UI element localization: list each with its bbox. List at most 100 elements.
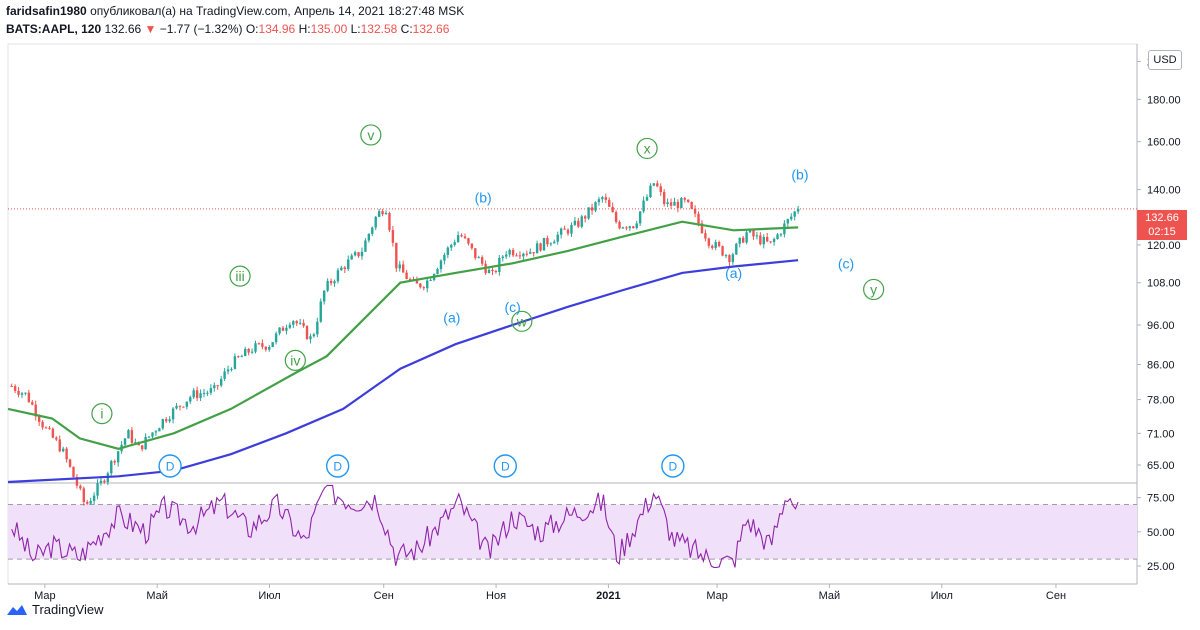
candle-body bbox=[628, 226, 632, 229]
candle-body bbox=[209, 388, 213, 393]
candle-body bbox=[776, 234, 779, 239]
candle-body bbox=[333, 281, 336, 284]
candle-body bbox=[312, 334, 316, 337]
candle-body bbox=[621, 227, 625, 229]
candle-body bbox=[707, 238, 711, 246]
candle-body bbox=[687, 199, 690, 202]
candle-body bbox=[116, 451, 120, 463]
candle-body bbox=[127, 430, 130, 439]
candle-body bbox=[68, 459, 72, 467]
currency-badge[interactable]: USD bbox=[1148, 50, 1182, 70]
candle-body bbox=[374, 216, 377, 228]
candle-body bbox=[219, 378, 223, 386]
price-tick-label: 140.00 bbox=[1147, 185, 1181, 197]
candle-body bbox=[601, 197, 604, 200]
candle-body bbox=[401, 264, 405, 273]
candle-body bbox=[298, 322, 302, 324]
candle-body bbox=[161, 419, 164, 429]
candle-body bbox=[573, 220, 577, 225]
candle-body bbox=[604, 197, 608, 200]
wave-label: (a) bbox=[443, 310, 460, 326]
candle-body bbox=[278, 327, 281, 334]
candle-body bbox=[185, 401, 189, 407]
candle-body bbox=[450, 244, 453, 248]
candle-body bbox=[772, 238, 776, 242]
candle-body bbox=[429, 279, 432, 281]
candle-body bbox=[597, 199, 601, 203]
publish-info: faridsafin1980 опубликовал(а) на Trading… bbox=[6, 4, 464, 18]
dividend-marker-label: D bbox=[501, 460, 510, 474]
candle-body bbox=[72, 466, 75, 478]
dividend-marker bbox=[158, 454, 182, 478]
candle-body bbox=[405, 272, 408, 280]
price-tick-label: 96.00 bbox=[1147, 320, 1175, 332]
candle-body bbox=[559, 228, 563, 235]
dividend-marker bbox=[661, 454, 685, 478]
candle-body bbox=[645, 197, 649, 201]
chart-frame bbox=[7, 43, 1138, 585]
candle-body bbox=[347, 259, 350, 269]
candle-body bbox=[268, 346, 271, 350]
candle-body bbox=[728, 255, 731, 263]
candle-body bbox=[408, 279, 412, 281]
candle-body bbox=[195, 390, 199, 399]
candle-body bbox=[292, 321, 295, 325]
time-tick-label: Июл bbox=[931, 590, 953, 602]
candle-body bbox=[474, 248, 477, 258]
tradingview-logo-icon bbox=[7, 604, 27, 615]
candle-body bbox=[79, 485, 82, 489]
candle-body bbox=[662, 191, 666, 204]
tradingview-logo[interactable]: TradingView bbox=[6, 602, 104, 617]
candle-body bbox=[254, 343, 257, 352]
wave-label: w bbox=[516, 313, 528, 329]
candle-body bbox=[192, 390, 195, 398]
candle-body bbox=[357, 252, 360, 257]
candle-body bbox=[535, 243, 539, 254]
candle-body bbox=[786, 219, 790, 224]
price-tick-label: 71.00 bbox=[1147, 428, 1175, 440]
candle-body bbox=[487, 269, 491, 274]
price-tick-label: 65.00 bbox=[1147, 460, 1175, 472]
candle-body bbox=[426, 280, 429, 289]
candle-body bbox=[257, 343, 261, 345]
candle-body bbox=[656, 183, 659, 187]
symbol-label[interactable]: BATS:AAPL, 120 bbox=[6, 22, 102, 36]
candle-body bbox=[65, 448, 68, 460]
candle-body bbox=[752, 230, 755, 237]
candle-body bbox=[436, 269, 439, 274]
candle-body bbox=[281, 327, 285, 331]
candle-body bbox=[666, 202, 669, 204]
dividend-marker-label: D bbox=[333, 460, 342, 474]
candle-body bbox=[422, 287, 425, 289]
candle-body bbox=[398, 264, 401, 269]
candle-body bbox=[48, 427, 51, 429]
candle-body bbox=[611, 206, 614, 213]
candle-body bbox=[673, 201, 676, 206]
candle-body bbox=[460, 235, 463, 237]
candle-body bbox=[652, 183, 656, 186]
candle-body bbox=[371, 227, 374, 234]
time-tick-label: Сен bbox=[1046, 590, 1066, 602]
candle-body bbox=[446, 247, 450, 255]
candle-body bbox=[82, 488, 86, 502]
low-value: 132.58 bbox=[360, 22, 398, 36]
wave-label: (b) bbox=[475, 189, 492, 205]
candle-body bbox=[326, 280, 329, 291]
candle-body bbox=[223, 371, 226, 379]
high-value: 135.00 bbox=[310, 22, 348, 36]
candle-body bbox=[762, 236, 765, 245]
candle-body bbox=[470, 243, 474, 249]
candle-body bbox=[213, 385, 216, 389]
wave-label: iv bbox=[290, 352, 300, 368]
price-change: −1.77 (−1.32%) bbox=[159, 22, 243, 36]
dividend-marker-label: D bbox=[166, 460, 175, 474]
author-name[interactable]: faridsafin1980 bbox=[6, 4, 87, 18]
candle-body bbox=[659, 186, 662, 192]
candle-body bbox=[669, 202, 673, 206]
candle-body bbox=[309, 336, 312, 340]
wave-label: (b) bbox=[791, 167, 808, 183]
candle-body bbox=[10, 386, 13, 388]
candle-body bbox=[216, 385, 219, 387]
candle-body bbox=[144, 436, 147, 450]
